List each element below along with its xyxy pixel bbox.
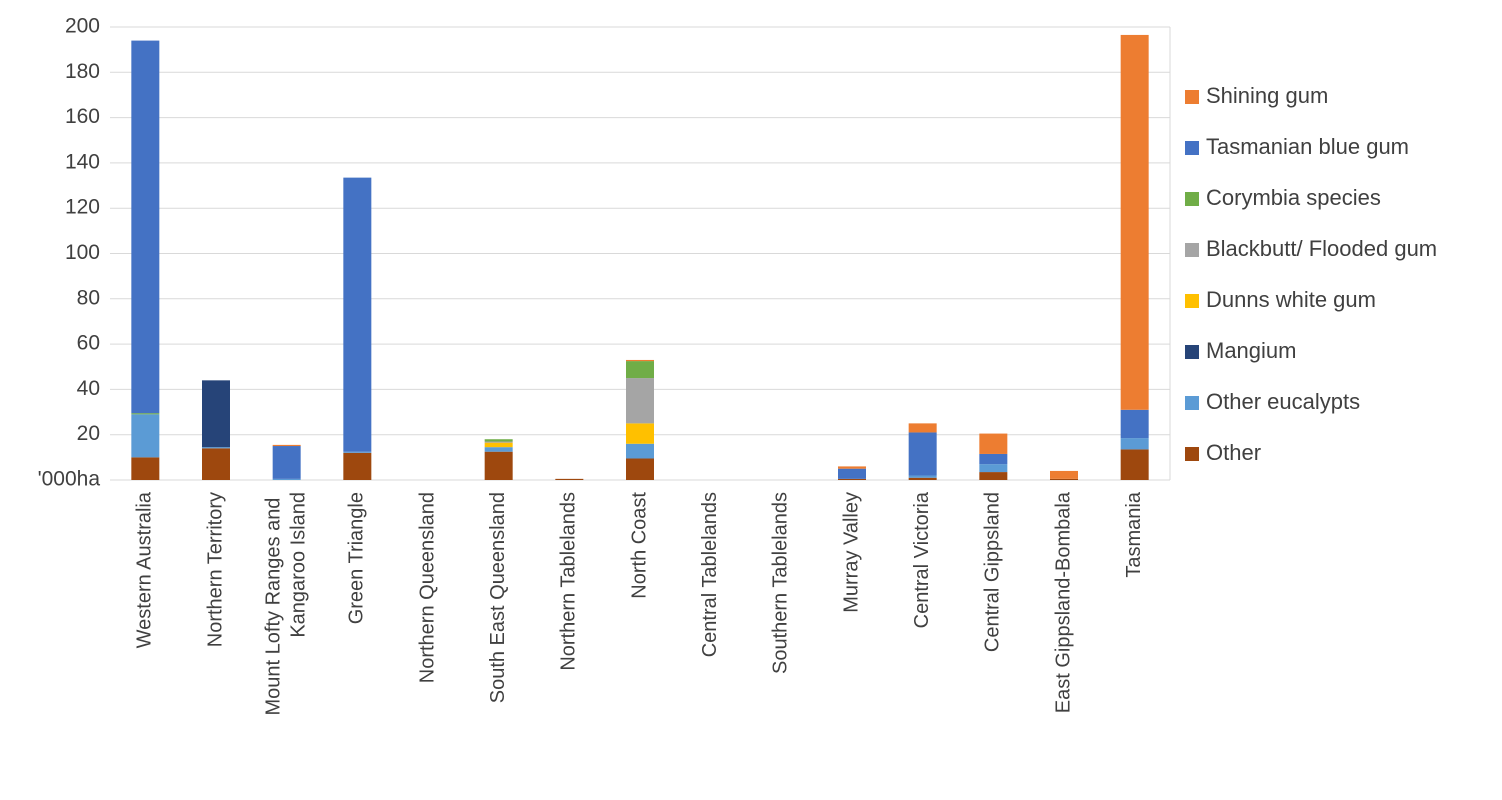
y-tick-label: 180 xyxy=(65,60,100,83)
bar-segment xyxy=(626,423,654,444)
bar-segment xyxy=(272,444,301,447)
x-tick-label: Mount Lofty Ranges and Kangaroo Island xyxy=(263,492,310,715)
bar-segment xyxy=(908,423,937,433)
x-tick-label: Central Tablelands xyxy=(699,492,721,657)
y-tick-label: 100 xyxy=(65,241,100,264)
x-tick-label: Green Triangle xyxy=(346,492,368,624)
bar-segment xyxy=(626,361,654,379)
bar-segment xyxy=(838,466,866,469)
bar-segment xyxy=(272,478,301,480)
x-tick-label: Western Australia xyxy=(134,491,156,648)
bar-segment xyxy=(626,378,654,424)
bar-segment xyxy=(484,441,513,443)
bar-segment xyxy=(131,413,160,415)
y-tick-label: 200 xyxy=(65,15,100,38)
legend-label: Other eucalypts xyxy=(1206,389,1360,414)
legend-label: Mangium xyxy=(1206,338,1296,363)
legend-label: Shining gum xyxy=(1206,83,1328,108)
x-tick-label: Northern Territory xyxy=(204,492,226,647)
x-tick-label: East Gippsland-Bombala xyxy=(1052,491,1074,713)
y-tick-label: '000ha xyxy=(38,468,101,491)
bar-segment xyxy=(1120,409,1149,439)
bar-segment xyxy=(908,475,937,478)
bar-segment xyxy=(343,177,372,452)
y-tick-label: 160 xyxy=(65,105,100,128)
legend-swatch xyxy=(1185,90,1199,104)
legend-swatch xyxy=(1185,294,1199,308)
bar-segment xyxy=(1120,438,1149,450)
x-tick-label: Northern Tablelands xyxy=(558,492,580,671)
bar-segment xyxy=(979,464,1008,473)
y-tick-label: 40 xyxy=(77,377,100,400)
x-tick-label: Southern Tablelands xyxy=(770,492,792,674)
bar-segment xyxy=(979,453,1008,465)
bar-segment xyxy=(202,380,230,448)
bar-segment xyxy=(1120,34,1149,410)
y-tick-label: 80 xyxy=(77,286,100,309)
bar-segment xyxy=(838,468,866,479)
bar-segment xyxy=(484,451,513,480)
y-tick-label: 20 xyxy=(77,422,100,445)
bar-segment xyxy=(484,442,513,448)
x-tick-label: Northern Queensland xyxy=(416,492,438,683)
x-tick-label: South East Queensland xyxy=(487,492,509,703)
bar-segment xyxy=(626,443,654,459)
y-tick-label: 140 xyxy=(65,150,100,173)
bar-segment xyxy=(343,451,372,453)
x-tick-label: Central Gippsland xyxy=(982,492,1004,652)
bar-segment xyxy=(555,478,584,480)
x-tick-label: Tasmania xyxy=(1123,491,1145,577)
legend-label: Corymbia species xyxy=(1206,185,1381,210)
bar-segment xyxy=(343,452,372,480)
bar-segment xyxy=(908,477,937,480)
bar-segment xyxy=(838,478,866,480)
x-tick-label: Murray Valley xyxy=(840,492,862,613)
bar-segment xyxy=(1050,478,1078,480)
x-tick-label: North Coast xyxy=(628,492,650,599)
legend-swatch xyxy=(1185,396,1199,410)
bar-segment xyxy=(202,447,230,449)
bar-segment xyxy=(131,414,160,458)
legend-label: Dunns white gum xyxy=(1206,287,1376,312)
bar-segment xyxy=(131,40,160,414)
bar-segment xyxy=(202,448,230,480)
legend-label: Blackbutt/ Flooded gum xyxy=(1206,236,1437,261)
bar-segment xyxy=(979,472,1008,480)
legend-swatch xyxy=(1185,141,1199,155)
y-tick-label: 60 xyxy=(77,332,100,355)
bar-segment xyxy=(1120,449,1149,480)
bar-segment xyxy=(272,446,301,479)
bar-segment xyxy=(484,447,513,452)
bar-segment xyxy=(131,457,160,480)
bar-segment xyxy=(484,439,513,442)
bar-segment xyxy=(979,433,1008,454)
legend-label: Tasmanian blue gum xyxy=(1206,134,1409,159)
bar-segment xyxy=(626,359,654,362)
bar-segment xyxy=(626,458,654,480)
x-tick-label: Central Victoria xyxy=(911,491,933,628)
legend-swatch xyxy=(1185,447,1199,461)
legend-swatch xyxy=(1185,243,1199,257)
bar-segment xyxy=(1050,470,1078,479)
legend-swatch xyxy=(1185,345,1199,359)
y-tick-label: 120 xyxy=(65,196,100,219)
legend-swatch xyxy=(1185,192,1199,206)
bar-segment xyxy=(908,432,937,476)
legend-label: Other xyxy=(1206,440,1261,465)
